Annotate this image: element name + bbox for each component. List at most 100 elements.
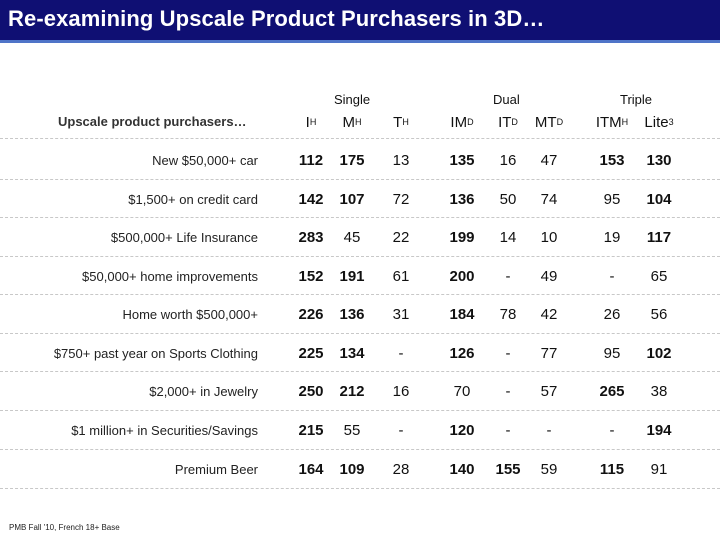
table-cell: 47 (540, 152, 558, 169)
row-separator (0, 410, 720, 412)
table-cell: 14 (499, 229, 517, 246)
table-cell: 45 (343, 229, 361, 246)
column-header-superscript: D (511, 117, 518, 127)
footnote: PMB Fall '10, French 18+ Base (9, 523, 120, 532)
table-cell: 95 (603, 345, 621, 362)
table-cell: 19 (603, 229, 621, 246)
column-header: TH (366, 114, 436, 131)
table-cell: 72 (392, 191, 410, 208)
row-separator (0, 488, 720, 490)
table-cell: 117 (646, 229, 672, 246)
table-cell: 31 (392, 306, 410, 323)
table-cell: 61 (392, 268, 410, 285)
row-separator (0, 294, 720, 296)
table-cell: 78 (499, 306, 517, 323)
table-cell: 112 (298, 152, 324, 169)
table-cell: 115 (599, 461, 625, 478)
table-cell: 153 (599, 152, 625, 169)
column-header: ITMH (577, 114, 647, 131)
row-label: $1 million+ in Securities/Savings (71, 423, 258, 438)
group-header-triple: Triple (620, 92, 653, 107)
column-header-superscript: H (355, 117, 362, 127)
table-cell: 16 (499, 152, 517, 169)
column-header-superscript: H (309, 117, 317, 127)
table-cell: - (609, 268, 615, 285)
row-label: $500,000+ Life Insurance (110, 230, 258, 245)
table-cell: - (546, 422, 552, 439)
table-cell: 95 (603, 191, 621, 208)
table-cell: 140 (449, 461, 475, 478)
row-separator (0, 138, 720, 140)
table-cell: - (505, 383, 511, 400)
row-label: $1,500+ on credit card (128, 192, 258, 207)
row-separator (0, 449, 720, 451)
table-cell: 155 (495, 461, 521, 478)
table-cell: 91 (650, 461, 668, 478)
table-cell: 126 (449, 345, 475, 362)
table-cell: 199 (449, 229, 475, 246)
table-cell: - (505, 422, 511, 439)
table-cell: 42 (540, 306, 558, 323)
table-cell: 225 (298, 345, 324, 362)
row-label: Premium Beer (174, 462, 258, 477)
table-cell: 134 (339, 345, 365, 362)
table-cell: 77 (540, 345, 558, 362)
title-bar (0, 0, 720, 42)
table-cell: 65 (650, 268, 668, 285)
column-header-superscript: 3 (668, 117, 674, 127)
table-cell: - (398, 422, 404, 439)
column-header: ITD (473, 114, 543, 131)
column-header-label: MT (534, 114, 557, 131)
table-cell: 226 (298, 306, 324, 323)
table-cell: 175 (339, 152, 365, 169)
row-separator (0, 333, 720, 335)
table-cell: 56 (650, 306, 668, 323)
table-cell: 38 (650, 383, 668, 400)
table-cell: 13 (392, 152, 410, 169)
column-header-label: IM (450, 114, 468, 131)
row-label: Home worth $500,000+ (122, 307, 258, 322)
table-cell: 212 (339, 383, 365, 400)
table-cell: 120 (449, 422, 475, 439)
column-header-superscript: D (556, 117, 564, 127)
row-separator (0, 256, 720, 258)
column-header-superscript: H (621, 117, 629, 127)
column-header: MTD (514, 114, 584, 131)
row-separator (0, 217, 720, 219)
table-cell: 104 (646, 191, 672, 208)
table-cell: 70 (453, 383, 471, 400)
title-underline (0, 40, 720, 43)
table-cell: - (505, 345, 511, 362)
table-cell: 74 (540, 191, 558, 208)
row-separator (0, 371, 720, 373)
group-header-dual: Dual (493, 92, 520, 107)
slide-title: Re-examining Upscale Product Purchasers … (8, 6, 545, 31)
table-cell: - (609, 422, 615, 439)
column-header-label: IT (498, 114, 512, 131)
table-cell: 250 (298, 383, 324, 400)
table-cell: 49 (540, 268, 558, 285)
table-cell: 136 (339, 306, 365, 323)
table-cell: 265 (599, 383, 625, 400)
column-header: Lite3 (624, 114, 694, 131)
table-cell: 102 (646, 345, 672, 362)
column-header-label: I (305, 114, 310, 131)
row-header: Upscale product purchasers… (58, 114, 247, 129)
row-label: $50,000+ home improvements (82, 269, 258, 284)
table-cell: 142 (298, 191, 324, 208)
column-header-superscript: H (402, 117, 409, 127)
table-cell: 26 (603, 306, 621, 323)
row-label: New $50,000+ car (152, 153, 258, 168)
column-header-label: Lite (644, 114, 669, 131)
table-cell: 283 (298, 229, 324, 246)
table-cell: 200 (449, 268, 475, 285)
group-header-single: Single (334, 92, 371, 107)
row-label: $2,000+ in Jewelry (149, 384, 258, 399)
table-cell: 136 (449, 191, 475, 208)
table-cell: 57 (540, 383, 558, 400)
table-cell: 130 (646, 152, 672, 169)
column-header-label: T (393, 114, 403, 131)
table-cell: 16 (392, 383, 410, 400)
table-cell: 215 (298, 422, 324, 439)
table-cell: 59 (540, 461, 558, 478)
